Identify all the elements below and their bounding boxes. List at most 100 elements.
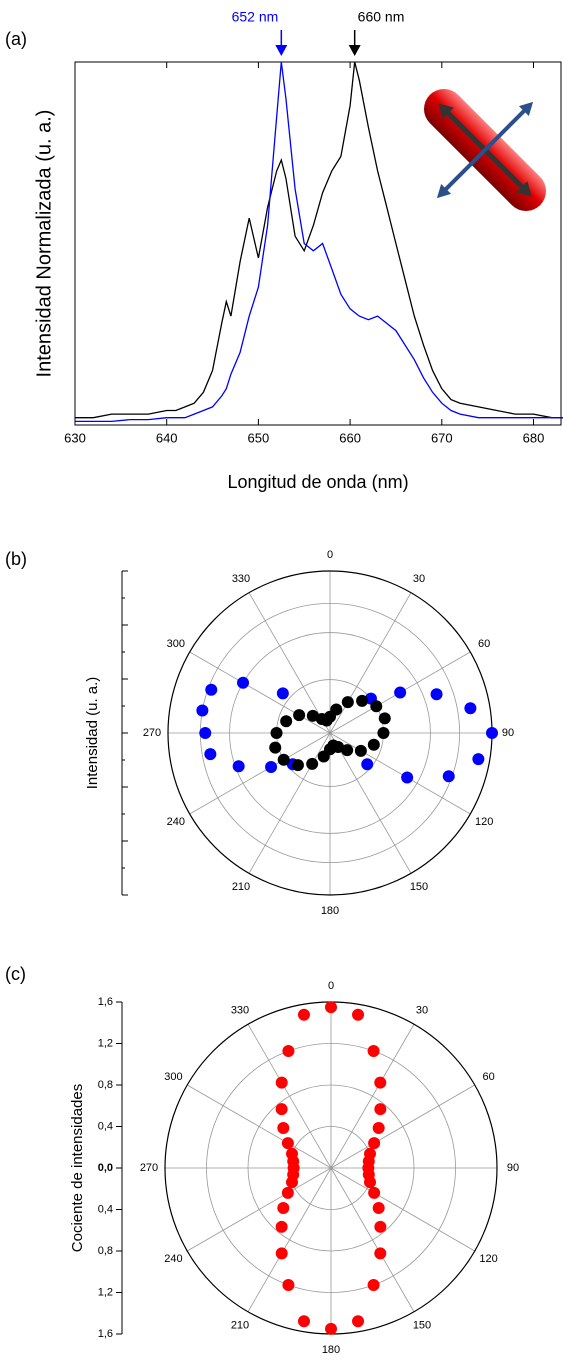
spoke [248, 592, 331, 734]
y-tick-label: 1,6 [98, 1328, 113, 1340]
angle-label: 240 [164, 1253, 182, 1265]
spoke [330, 1167, 475, 1252]
data-point [341, 744, 354, 757]
data-point [320, 714, 333, 727]
data-point [367, 1045, 380, 1058]
data-point [361, 758, 374, 771]
angle-label: 330 [231, 1004, 249, 1016]
data-point [374, 1103, 387, 1116]
data-point [367, 738, 380, 751]
x-tick-label: 680 [523, 430, 545, 445]
annotation-arrowhead [275, 45, 288, 56]
spoke [189, 732, 331, 815]
spoke [247, 1167, 332, 1312]
data-point [297, 1315, 310, 1328]
data-point [280, 715, 293, 728]
data-point [275, 1220, 288, 1233]
angle-label: 30 [416, 1004, 428, 1016]
y-tick-label: 1,2 [98, 1286, 113, 1298]
angle-label: 270 [140, 1162, 158, 1174]
y-tick-label: 1,2 [98, 1037, 113, 1049]
x-tick-label: 650 [248, 430, 270, 445]
data-point [354, 744, 367, 757]
data-point [325, 1322, 337, 1335]
data-point [281, 1137, 294, 1150]
angle-label: 90 [502, 727, 514, 739]
data-point [306, 709, 319, 722]
data-point [277, 753, 290, 766]
data-point [281, 1186, 294, 1199]
spoke [330, 1084, 475, 1169]
data-point [232, 760, 245, 773]
angle-label: 180 [322, 1344, 340, 1356]
data-point [291, 759, 304, 772]
spoke [330, 1024, 415, 1169]
data-point [394, 686, 407, 699]
angle-label: 30 [413, 573, 425, 585]
panel-label: (c) [5, 964, 26, 984]
data-point [363, 1176, 376, 1189]
angle-label: 60 [478, 638, 490, 650]
y-tick-label: 0,8 [98, 1245, 113, 1257]
data-point [275, 1103, 288, 1116]
data-point [356, 694, 369, 707]
angle-label: 180 [321, 905, 339, 917]
data-point [368, 1186, 381, 1199]
angle-label: 60 [482, 1071, 494, 1083]
data-point [276, 687, 289, 700]
data-point [237, 676, 250, 689]
angle-label: 240 [167, 816, 185, 828]
y-tick-label: 0,4 [98, 1203, 113, 1215]
data-point [341, 696, 354, 709]
y-tick-label: 1,6 [98, 996, 113, 1008]
plot-frame [74, 61, 562, 426]
data-point [265, 761, 278, 774]
angle-label: 210 [232, 881, 250, 893]
y-axis-label: Cociente de intensidades [69, 1084, 86, 1252]
data-point [325, 1001, 337, 1014]
data-point [275, 1076, 288, 1089]
data-point [205, 683, 218, 696]
data-point [430, 688, 443, 701]
spoke [329, 732, 412, 874]
data-point [269, 741, 282, 754]
data-point [306, 757, 319, 770]
data-point [282, 1278, 295, 1291]
data-point [352, 1315, 365, 1328]
data-point [282, 1045, 295, 1058]
y-tick-label: 0,8 [98, 1079, 113, 1091]
data-point [277, 1202, 290, 1215]
data-point [374, 1076, 387, 1089]
x-axis-label: Longitud de onda (nm) [227, 472, 408, 492]
spoke [329, 732, 471, 815]
y-tick-label: 0,4 [98, 1120, 113, 1132]
data-point [378, 712, 391, 725]
nanorod-illustration [423, 88, 547, 212]
angle-label: 0 [327, 549, 333, 561]
spoke [189, 651, 331, 734]
angle-label: 120 [479, 1253, 497, 1265]
data-point [377, 727, 390, 739]
data-point [374, 1247, 387, 1260]
x-tick-label: 670 [431, 430, 453, 445]
spoke [247, 1024, 332, 1169]
data-point [401, 771, 414, 784]
data-point [486, 727, 498, 739]
y-tick-label: 0,0 [98, 1162, 113, 1174]
spoke [248, 732, 331, 874]
data-point [374, 1220, 387, 1233]
data-point [199, 727, 212, 739]
data-point [368, 1137, 381, 1150]
x-tick-label: 640 [156, 430, 178, 445]
data-point [204, 748, 217, 761]
data-point [442, 770, 455, 783]
angle-label: 330 [232, 573, 250, 585]
spoke [330, 1167, 415, 1312]
angle-label: 300 [164, 1071, 182, 1083]
data-point [352, 1008, 365, 1021]
data-point [270, 727, 283, 739]
data-point [297, 1008, 310, 1021]
panel-label: (a) [5, 29, 27, 49]
x-tick-label: 630 [64, 430, 86, 445]
spoke [187, 1167, 332, 1252]
